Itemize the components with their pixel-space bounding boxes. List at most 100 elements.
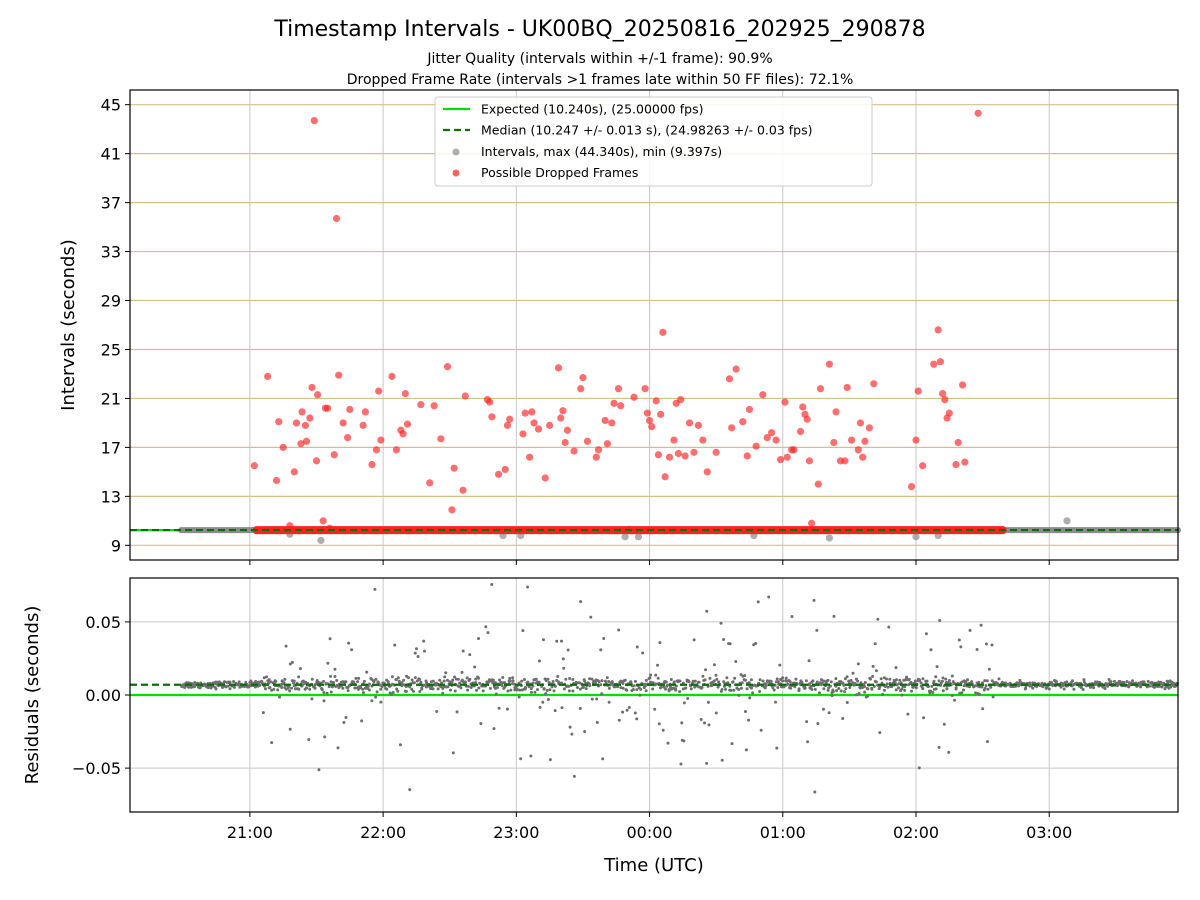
residual-point <box>451 678 455 682</box>
residual-point <box>651 687 655 691</box>
residual-point <box>842 683 846 687</box>
residual-point <box>396 689 400 693</box>
residual-point <box>537 680 541 684</box>
residual-point <box>940 679 944 683</box>
residual-point <box>649 680 653 684</box>
top-y-ticks: 9 13 17 21 25 29 33 37 41 45 <box>101 96 130 555</box>
residual-point <box>893 680 897 684</box>
residual-point <box>491 678 495 682</box>
residual-point <box>1062 687 1066 691</box>
residual-point <box>513 688 517 692</box>
residual-point <box>1150 681 1154 685</box>
residual-point <box>937 745 941 749</box>
residual-point <box>863 690 867 694</box>
residual-point <box>808 682 812 686</box>
residual-point <box>329 690 333 694</box>
dropped-frame-point <box>332 214 341 223</box>
residual-point <box>771 686 775 690</box>
residual-point <box>843 690 847 694</box>
residual-point <box>851 671 855 675</box>
dropped-frame-point <box>614 385 623 393</box>
residual-point <box>269 680 273 684</box>
residual-point <box>863 680 867 684</box>
residual-point <box>599 648 603 652</box>
residual-point <box>986 687 990 691</box>
residual-point <box>822 687 826 691</box>
dropped-frame-point <box>790 446 798 454</box>
residual-point <box>873 642 877 646</box>
residual-point <box>870 687 874 691</box>
residual-point <box>654 673 658 677</box>
residual-point <box>804 679 808 683</box>
residual-point <box>631 687 635 691</box>
residual-point <box>837 686 841 690</box>
dropped-frame-point <box>426 479 434 487</box>
residual-point <box>1051 682 1055 686</box>
residual-point <box>989 685 993 689</box>
residual-point <box>393 643 397 647</box>
residual-point <box>898 678 902 682</box>
dropped-frame-point <box>401 389 409 398</box>
residual-point <box>806 740 810 744</box>
residual-point <box>356 680 360 684</box>
residual-point <box>451 751 455 755</box>
residual-point <box>900 687 904 691</box>
residual-point <box>625 688 629 692</box>
dropped-frame-point <box>343 434 352 442</box>
x-tick-label: 02:00 <box>893 823 939 842</box>
residual-point <box>317 680 321 684</box>
residual-point <box>494 692 498 696</box>
residual-point <box>430 685 434 689</box>
residual-point <box>719 621 723 625</box>
residual-point <box>422 683 426 687</box>
dropped-frame-point <box>308 383 316 392</box>
residual-point <box>379 700 383 704</box>
residual-point <box>255 681 259 685</box>
residual-point <box>442 679 446 683</box>
residual-point <box>1122 680 1126 684</box>
top-plot-marks <box>130 109 1181 545</box>
dropped-frame-point <box>674 449 683 458</box>
residual-point <box>509 688 513 692</box>
residual-point <box>724 687 728 691</box>
dropped-frame-point <box>961 458 969 466</box>
residual-point <box>733 676 737 680</box>
residual-point <box>344 715 348 719</box>
residual-point <box>232 679 236 683</box>
residual-point <box>871 675 875 679</box>
residual-point <box>456 677 460 681</box>
residual-point <box>578 687 582 691</box>
residual-point <box>333 667 337 671</box>
residual-point <box>1072 687 1076 691</box>
residual-point <box>418 677 422 681</box>
residual-point <box>979 623 983 627</box>
x-tick-label: 00:00 <box>627 823 673 842</box>
residual-point <box>778 663 782 667</box>
residual-point <box>290 686 294 690</box>
residual-point <box>975 648 979 652</box>
dropped-frame-point <box>781 398 789 406</box>
dropped-frame-point <box>654 451 663 459</box>
residual-point <box>278 695 282 699</box>
residual-point <box>714 711 718 715</box>
residual-point <box>1112 679 1116 683</box>
residual-point <box>968 685 972 689</box>
residual-point <box>811 679 815 683</box>
legend-box <box>434 96 873 187</box>
x-tick-label: 21:00 <box>227 823 273 842</box>
residual-point <box>775 746 779 750</box>
residual-point <box>420 687 424 691</box>
residual-point <box>526 585 530 589</box>
legend-median-label: Median (10.247 +/- 0.013 s), (24.98263 +… <box>481 123 812 138</box>
residual-point <box>439 685 443 689</box>
residual-point <box>900 693 904 697</box>
dropped-frame-point <box>290 468 298 476</box>
residual-point <box>506 689 510 693</box>
dropped-frame-point <box>643 409 651 417</box>
residual-point <box>941 689 945 693</box>
residual-point <box>649 673 653 677</box>
residual-point <box>422 649 426 653</box>
dropped-frame-point <box>608 419 616 427</box>
interval-point <box>825 534 834 542</box>
residual-point <box>788 680 792 684</box>
